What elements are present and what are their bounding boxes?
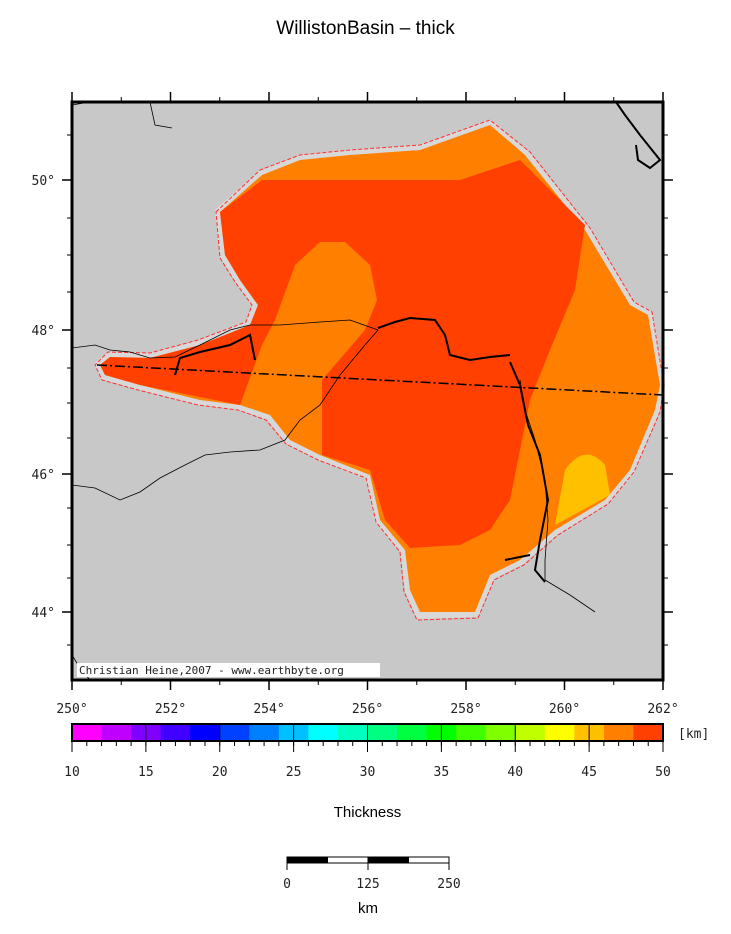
colorbar-tick-label: 50 (655, 765, 671, 780)
lat-tick-label: 50° (32, 174, 55, 189)
scalebar-segment (408, 856, 450, 864)
colorbar-swatch (456, 724, 487, 741)
lat-tick-label: 48° (32, 324, 55, 339)
colorbar-swatch (101, 724, 132, 741)
colorbar-unit: [km] (678, 727, 709, 742)
scalebar-tick-label: 0 (283, 877, 291, 892)
colorbar-swatch (72, 724, 103, 741)
colorbar-tick-label: 10 (64, 765, 80, 780)
rivers (174, 101, 662, 583)
colorbar-swatch (485, 724, 516, 741)
colorbar-swatch (160, 724, 191, 741)
colorbar-swatch (190, 724, 221, 741)
colorbar-tick-label: 30 (360, 765, 376, 780)
credit-text: Christian Heine,2007 - www.earthbyte.org (79, 664, 344, 677)
colorbar-tick-label: 35 (434, 765, 450, 780)
colorbar-swatch (397, 724, 428, 741)
scalebar-segment (367, 856, 409, 864)
credit-box (77, 663, 380, 677)
lon-tick-label: 254° (253, 702, 284, 717)
scale-bar: 0 125 250 (283, 856, 461, 892)
colorbar-swatch (219, 724, 250, 741)
scalebar-unit: km (358, 900, 378, 917)
lat-tick-label: 46° (32, 468, 55, 483)
profile-line (96, 364, 664, 396)
field-zone-44-46km (555, 454, 610, 525)
lon-tick-label: 260° (549, 702, 580, 717)
lon-tick-label: 250° (56, 702, 87, 717)
field-zone-48-50km (100, 160, 585, 548)
colorbar-tick-label: 20 (212, 765, 228, 780)
colorbar-swatch (633, 724, 664, 741)
scalebar-tick-label: 125 (356, 877, 379, 892)
colorbar-swatch (603, 724, 634, 741)
lon-tick-label: 262° (647, 702, 678, 717)
colorbar-swatch (337, 724, 368, 741)
thickness-field (94, 119, 665, 621)
colorbar-swatch (515, 724, 546, 741)
axis-ticks: 250° 252° 254° 256° 258° 260° 262° 50° 48° 46° 44° (32, 92, 679, 717)
lon-tick-label: 258° (450, 702, 481, 717)
scalebar-segment (286, 856, 328, 864)
scalebar-tick-label: 250 (437, 877, 460, 892)
colorbar-tick-label: 15 (138, 765, 154, 780)
colorbar-swatch (249, 724, 280, 741)
colorbar-label: Thickness (333, 804, 402, 821)
colorbar-swatch (367, 724, 398, 741)
lon-tick-label: 256° (352, 702, 383, 717)
map-frame: Christian Heine,2007 - www.earthbyte.org… (32, 92, 679, 717)
scalebar-segment (327, 856, 369, 864)
colorbar-swatch (544, 724, 575, 741)
lon-tick-label: 252° (155, 702, 186, 717)
colorbar: 10 15 20 25 30 35 40 45 50 [km] (64, 723, 709, 780)
map-title: WillistonBasin – thick (276, 18, 455, 39)
colorbar-tick-label: 25 (286, 765, 302, 780)
lat-tick-label: 44° (32, 606, 55, 621)
basin-outline (94, 119, 665, 621)
colorbar-tick-label: 40 (507, 765, 523, 780)
colorbar-swatch (308, 724, 339, 741)
colorbar-tick-label: 45 (581, 765, 597, 780)
